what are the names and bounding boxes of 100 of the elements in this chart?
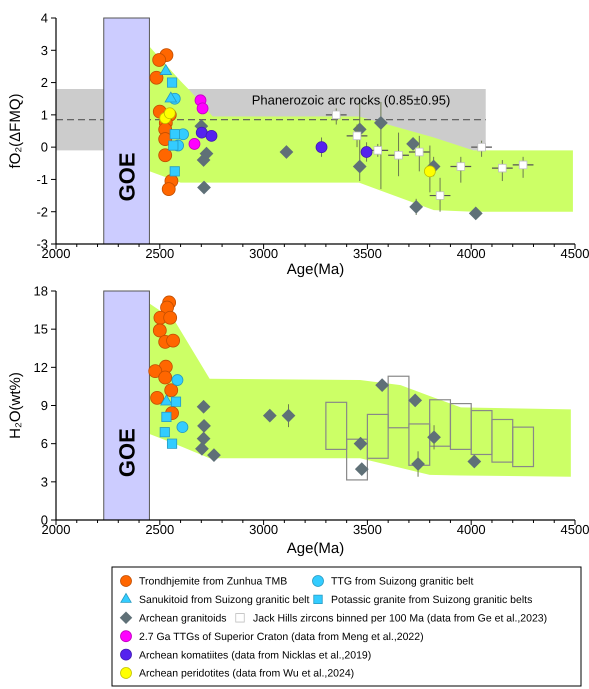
legend-label: Potassic granite from Suizong granitic belts <box>331 594 532 606</box>
legend-label: Trondhjemite from Zunhua TMB <box>139 576 288 588</box>
point <box>282 408 296 423</box>
point <box>150 390 164 405</box>
point <box>409 200 424 214</box>
point <box>316 141 328 154</box>
point <box>152 324 167 338</box>
x-tick-label: 2500 <box>145 522 174 537</box>
point <box>168 140 178 151</box>
legend-label: Jack Hills zircons binned per 100 Ma (data from Ge et al.,2023) <box>253 612 548 624</box>
point <box>188 138 200 150</box>
legend-label: TTG from Suizong granitic belt <box>331 576 474 588</box>
point <box>152 53 166 67</box>
y-tick-label: 3 <box>40 42 48 58</box>
point <box>352 132 362 140</box>
point <box>498 164 507 172</box>
y-tick-label: 12 <box>34 360 48 375</box>
point <box>415 148 424 156</box>
x-tick-label: 4000 <box>456 522 486 537</box>
point <box>196 102 208 114</box>
point <box>161 412 172 422</box>
point <box>196 153 210 167</box>
y-tick-label: 0 <box>40 140 48 155</box>
point <box>158 148 172 162</box>
point <box>170 396 182 407</box>
point <box>158 370 172 384</box>
point <box>394 150 403 160</box>
point <box>166 334 180 348</box>
y-axis-title: H₂O(wt%) <box>7 372 24 439</box>
legend-label: Archean peridotites (data from Wu et al.,2024) <box>139 668 354 680</box>
y-tick-label: 6 <box>40 436 48 452</box>
point <box>262 408 277 423</box>
point <box>163 310 178 325</box>
y-axis-title: fO₂(ΔFMQ) <box>7 94 24 168</box>
point <box>176 421 188 434</box>
y-tick-label: 2 <box>40 75 48 90</box>
y-tick-label: 18 <box>34 284 48 299</box>
point <box>354 462 369 476</box>
y-tick-label: -2 <box>36 204 48 220</box>
point <box>160 427 170 438</box>
point <box>197 418 211 433</box>
legend-label: Sanukitoid from Suizong granitic belt <box>139 594 310 606</box>
x-tick-label: 3000 <box>249 246 278 261</box>
point <box>148 364 162 378</box>
point <box>375 378 390 392</box>
point <box>456 162 466 171</box>
x-tick-label: 3500 <box>352 246 382 261</box>
band-label: GOE <box>114 428 140 478</box>
point <box>206 130 218 142</box>
point <box>162 182 176 196</box>
y-tick-label: -1 <box>36 172 48 187</box>
point <box>195 442 209 456</box>
point <box>196 126 208 139</box>
x-tick-label: 3500 <box>352 522 382 537</box>
band-label: GOE <box>114 152 140 202</box>
point <box>411 457 425 471</box>
point <box>150 70 164 85</box>
point <box>354 436 368 451</box>
point <box>164 383 178 398</box>
point <box>172 374 184 386</box>
legend-label: 2.7 Ga TTGs of Superior Craton (data from Meng et al.,2022) <box>139 630 424 643</box>
point <box>467 454 482 468</box>
point <box>352 160 367 174</box>
point <box>170 166 180 176</box>
point <box>436 191 444 200</box>
x-axis-title: Age(Ma) <box>286 261 344 278</box>
point <box>280 145 294 159</box>
point <box>406 137 420 151</box>
point <box>468 206 483 220</box>
x-axis-title: Age(Ma) <box>286 540 344 557</box>
point <box>196 400 210 414</box>
point <box>332 110 340 120</box>
point <box>196 432 210 446</box>
legend-label: Archean komatiites (data from Nicklas et al.,2019) <box>139 649 372 662</box>
y-tick-label: 15 <box>34 322 48 337</box>
point <box>374 116 388 130</box>
point <box>518 160 528 170</box>
x-tick-label: 4500 <box>560 522 589 537</box>
point <box>427 430 441 444</box>
point <box>424 165 436 178</box>
x-tick-label: 4000 <box>456 246 486 261</box>
point <box>166 438 178 449</box>
point <box>207 448 221 462</box>
point <box>197 180 211 194</box>
legend-label: Archean granitoids <box>139 612 227 624</box>
annotation: Phanerozoic arc rocks (0.85±0.95) <box>252 92 450 108</box>
point <box>360 146 372 158</box>
point <box>170 129 180 140</box>
point <box>408 394 422 408</box>
point <box>477 142 486 152</box>
x-tick-label: 2500 <box>145 246 174 261</box>
y-tick-label: 9 <box>40 398 48 414</box>
x-tick-label: 3000 <box>249 522 278 537</box>
y-tick-label: 4 <box>40 10 48 26</box>
x-tick-label: 4500 <box>560 246 589 261</box>
point <box>164 107 176 120</box>
point <box>166 77 178 88</box>
y-tick-label: 3 <box>40 474 48 490</box>
y-tick-label: 1 <box>40 107 48 122</box>
point <box>374 146 382 155</box>
